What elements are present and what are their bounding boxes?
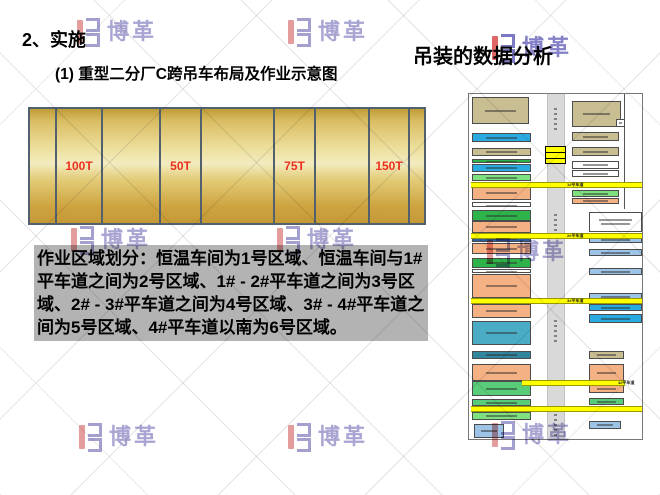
bay-column: 75T [275,109,316,223]
bay-column: 50T [161,109,202,223]
layout-block [472,269,531,273]
lane-label: 4#平车道 [618,380,635,385]
bay-column [202,109,275,223]
watermark-text: 博革 [107,19,158,44]
factory-layout-diagram: 1#平车道 2#平车道 3#平车道 4#平车道 [468,93,643,440]
lane-label: 3#平车道 [567,298,584,303]
brand-watermark: 博革 [288,17,369,47]
brand-watermark: 博革 [79,422,160,452]
layout-block [572,101,621,127]
layout-block [472,202,531,207]
watermark-bar-icon [79,425,85,449]
watermark-text: 博革 [318,424,369,449]
layout-block [472,164,531,172]
layout-block [589,249,642,256]
layout-block [472,210,531,221]
layout-block [472,186,531,200]
layout-block [472,412,531,420]
crane-bay-diagram: 100T 50T 75T 150T [28,107,426,225]
bay-column: 150T [370,109,410,223]
watermark-b-icon [86,17,100,47]
transfer-lane-line: 3#平车道 [471,298,642,304]
lane-label: 2#平车道 [567,233,584,238]
zone-note-text: 作业区域划分：恒温车间为1号区域、恒温车间与1#平车道之间为2号区域、1# - … [37,249,425,337]
layout-block [472,148,531,156]
layout-block [572,147,619,156]
layout-block [572,132,619,141]
layout-block [472,174,531,181]
layout-block [572,198,619,204]
layout-block [572,190,619,197]
layout-block [589,268,642,275]
aisle-label-smudge [554,320,557,342]
layout-block [472,381,531,396]
layout-block [589,398,624,405]
bay-capacity-label: 50T [170,159,191,173]
watermark-text: 博革 [109,424,160,449]
bay-capacity-label: 150T [375,159,403,173]
layout-block [472,351,531,359]
watermark-bar-icon [288,425,294,449]
layout-block [589,314,642,323]
layout-block [589,212,642,232]
layout-block [472,321,531,345]
layout-block [474,424,504,438]
slide-heading: 2、实施 [22,30,87,50]
lane-label: 1#平车道 [567,182,584,187]
aisle-label-smudge [554,414,557,436]
layout-block [472,243,531,254]
watermark-text: 博革 [318,19,369,44]
transfer-lane-line: 1#平车道 [471,182,642,188]
layout-block [589,351,624,359]
watermark-b-icon [88,422,102,452]
layout-block [589,364,624,381]
section-title: 吊装的数据分析 [413,46,553,68]
watermark-bar-icon [288,20,294,44]
brand-watermark: 博革 [288,422,369,452]
transfer-lane-line: 2#平车道 [471,233,642,239]
crane-symbol [545,146,566,164]
bay-column [410,109,424,223]
bay-capacity-label: 100T [65,159,93,173]
layout-block [472,304,531,318]
layout-block [572,161,619,169]
layout-block [472,364,531,381]
inner-boundary-line [624,94,625,209]
watermark-b-icon [297,422,311,452]
bay-column [316,109,370,223]
center-aisle [547,94,565,439]
zone-note-box: 作业区域划分：恒温车间为1号区域、恒温车间与1#平车道之间为2号区域、1# - … [34,245,428,341]
layout-block [572,170,619,177]
aisle-label-smudge [554,108,557,130]
bay-column: 100T [57,109,103,223]
layout-block [472,399,531,406]
layout-block [589,421,621,429]
layout-block [472,274,531,298]
bay-capacity-label: 75T [284,159,305,173]
layout-block [589,304,642,311]
bay-column [30,109,57,223]
layout-block [472,258,531,268]
bay-column [103,109,161,223]
layout-block [472,159,531,163]
layout-block [472,97,529,124]
watermark-b-icon [297,17,311,47]
transfer-lane-line [471,406,642,412]
layout-block [616,119,625,127]
layout-block [472,221,531,233]
brand-watermark: 博革 [77,17,158,47]
layout-block [472,133,531,142]
aisle-label-smudge [554,214,557,236]
transfer-lane-line: 4#平车道 [522,380,634,386]
slide-subheading: (1) 重型二分厂C跨吊车布局及作业示意图 [55,66,338,83]
